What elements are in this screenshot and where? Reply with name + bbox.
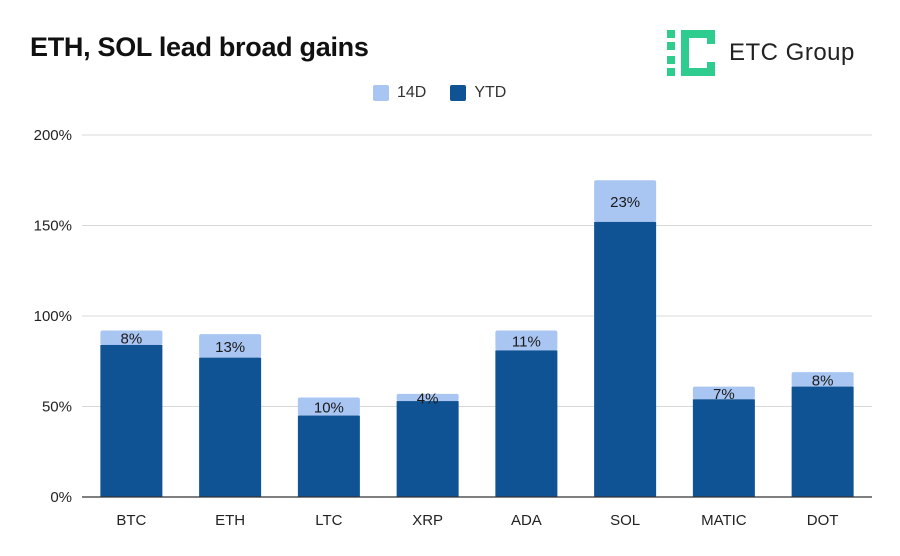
chart-title: ETH, SOL lead broad gains bbox=[30, 32, 369, 62]
bar-14d bbox=[199, 334, 262, 358]
chart-legend: 14D YTD bbox=[373, 84, 530, 102]
bar-14d bbox=[396, 393, 459, 402]
legend-label-ytd: YTD bbox=[474, 84, 507, 101]
legend-swatch-14d bbox=[373, 85, 389, 101]
bar-ytd bbox=[199, 357, 262, 497]
y-tick-label: 200% bbox=[34, 127, 72, 144]
x-tick-label: ADA bbox=[511, 512, 542, 529]
bar-14d bbox=[297, 397, 360, 416]
legend-label-14d: 14D bbox=[397, 84, 427, 101]
bar-14d bbox=[594, 180, 657, 222]
brand-name: ETC Group bbox=[729, 39, 855, 66]
bar-ytd bbox=[791, 386, 854, 497]
y-tick-label: 50% bbox=[42, 399, 72, 416]
x-tick-label: DOT bbox=[807, 512, 839, 529]
bar-ytd bbox=[396, 401, 459, 497]
data-label: 7% bbox=[713, 386, 735, 403]
bar-ytd bbox=[692, 399, 755, 497]
legend-item-ytd: YTD bbox=[450, 84, 506, 102]
bar-ytd bbox=[495, 350, 558, 497]
y-tick-label: 100% bbox=[34, 308, 72, 325]
legend-swatch-ytd bbox=[450, 85, 467, 101]
x-tick-label: MATIC bbox=[701, 512, 747, 529]
y-tick-label: 0% bbox=[50, 489, 72, 506]
bar-14d bbox=[100, 330, 163, 345]
x-tick-label: LTC bbox=[315, 512, 342, 529]
y-tick-label: 150% bbox=[34, 218, 72, 235]
x-tick-label: ETH bbox=[215, 512, 245, 529]
bar-ytd bbox=[297, 415, 360, 497]
data-label: 10% bbox=[314, 400, 344, 417]
bar-ytd bbox=[594, 221, 657, 497]
x-tick-label: XRP bbox=[412, 512, 443, 529]
data-label: 13% bbox=[215, 339, 245, 356]
data-label: 4% bbox=[417, 390, 439, 407]
data-label: 23% bbox=[610, 194, 640, 211]
etc-group-logo-icon bbox=[667, 30, 715, 76]
x-tick-label: SOL bbox=[610, 512, 640, 529]
legend-item-14d: 14D bbox=[373, 84, 426, 102]
data-label: 8% bbox=[812, 372, 834, 389]
data-label: 8% bbox=[121, 331, 143, 348]
bar-14d bbox=[791, 372, 854, 387]
bar-14d bbox=[495, 330, 558, 351]
bar-ytd bbox=[100, 344, 163, 497]
data-label: 11% bbox=[512, 333, 541, 350]
bar-14d bbox=[692, 386, 755, 400]
brand-logo: ETC Group bbox=[667, 30, 855, 76]
x-tick-label: BTC bbox=[116, 512, 146, 529]
